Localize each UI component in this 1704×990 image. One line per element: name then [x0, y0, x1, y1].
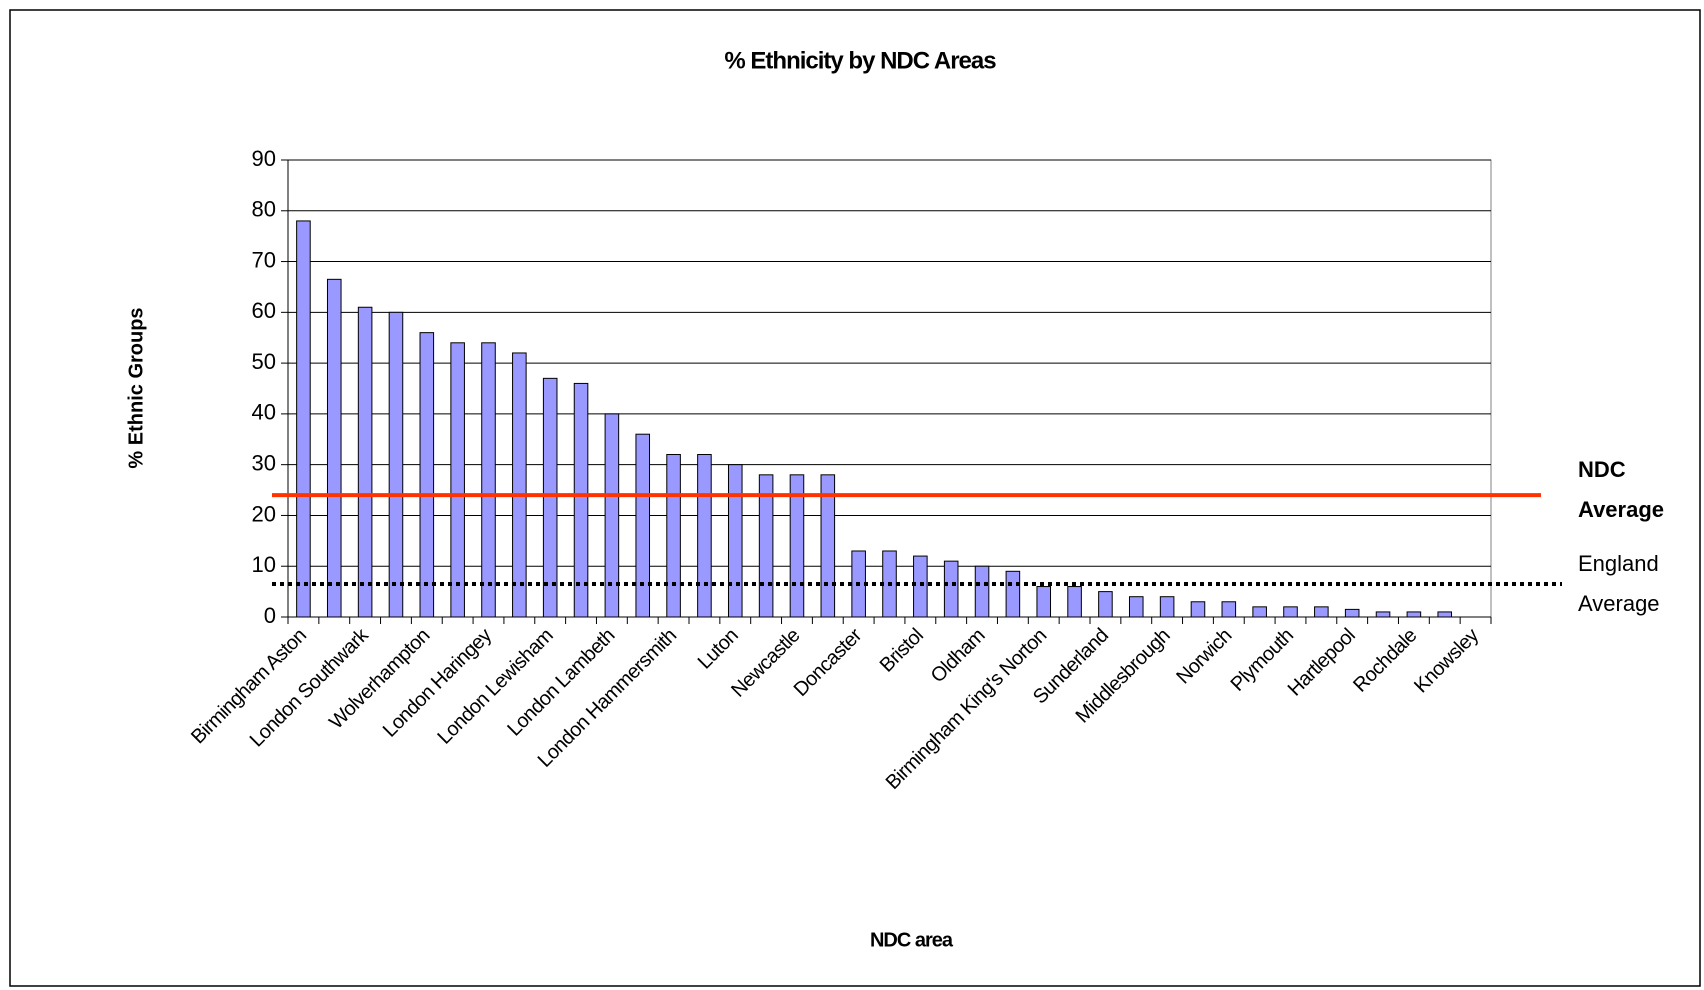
bar: [296, 220, 311, 618]
bar: [1314, 606, 1329, 618]
bar: [326, 278, 342, 618]
bar: [1036, 586, 1052, 618]
bar: [388, 311, 404, 618]
bar: [481, 342, 496, 618]
bar: [758, 474, 774, 618]
bar: [1159, 596, 1175, 618]
y-tick-label: 40: [252, 400, 276, 425]
y-tick-label: 0: [264, 603, 276, 628]
bar: [666, 454, 681, 618]
y-tick-label: 10: [252, 552, 276, 577]
y-tick-label: 50: [252, 349, 276, 374]
bar: [1128, 596, 1144, 618]
reference-label: England: [1578, 551, 1659, 576]
y-tick-label: 60: [252, 298, 276, 323]
y-tick-label: 30: [252, 450, 276, 475]
bar: [635, 433, 651, 618]
bar: [512, 352, 527, 618]
bar: [697, 454, 712, 618]
bar: [1437, 611, 1453, 618]
y-tick-label: 70: [252, 247, 276, 272]
chart-title: % Ethnicity by NDC Areas: [724, 47, 996, 74]
bar: [1283, 606, 1298, 618]
reference-label: Average: [1578, 591, 1660, 616]
bar: [419, 332, 435, 618]
bar: [1406, 611, 1422, 618]
y-tick-label: 20: [252, 501, 276, 526]
plot-area: [287, 159, 1492, 618]
bar: [1067, 586, 1082, 618]
bar: [604, 413, 620, 618]
x-axis-label: NDC area: [870, 929, 954, 951]
bar: [1221, 601, 1237, 618]
bar: [1375, 611, 1391, 618]
bar: [974, 565, 990, 618]
bar: [943, 560, 959, 618]
bar: [1098, 591, 1113, 618]
bar: [450, 342, 465, 618]
bar: [820, 474, 836, 618]
bar: [542, 377, 558, 618]
bar: [1344, 608, 1360, 618]
bar: [573, 382, 589, 618]
bar: [357, 306, 373, 618]
bar: [727, 464, 743, 618]
bar: [1252, 606, 1267, 618]
reference-label: Average: [1578, 497, 1664, 522]
y-tick-label: 90: [252, 146, 276, 171]
bar: [789, 474, 805, 618]
bar: [913, 555, 928, 618]
y-axis-label: % Ethnic Groups: [125, 307, 147, 468]
bar: [1190, 601, 1206, 618]
y-tick-label: 80: [252, 197, 276, 222]
bar: [1005, 570, 1021, 618]
reference-label: NDC: [1578, 457, 1626, 482]
